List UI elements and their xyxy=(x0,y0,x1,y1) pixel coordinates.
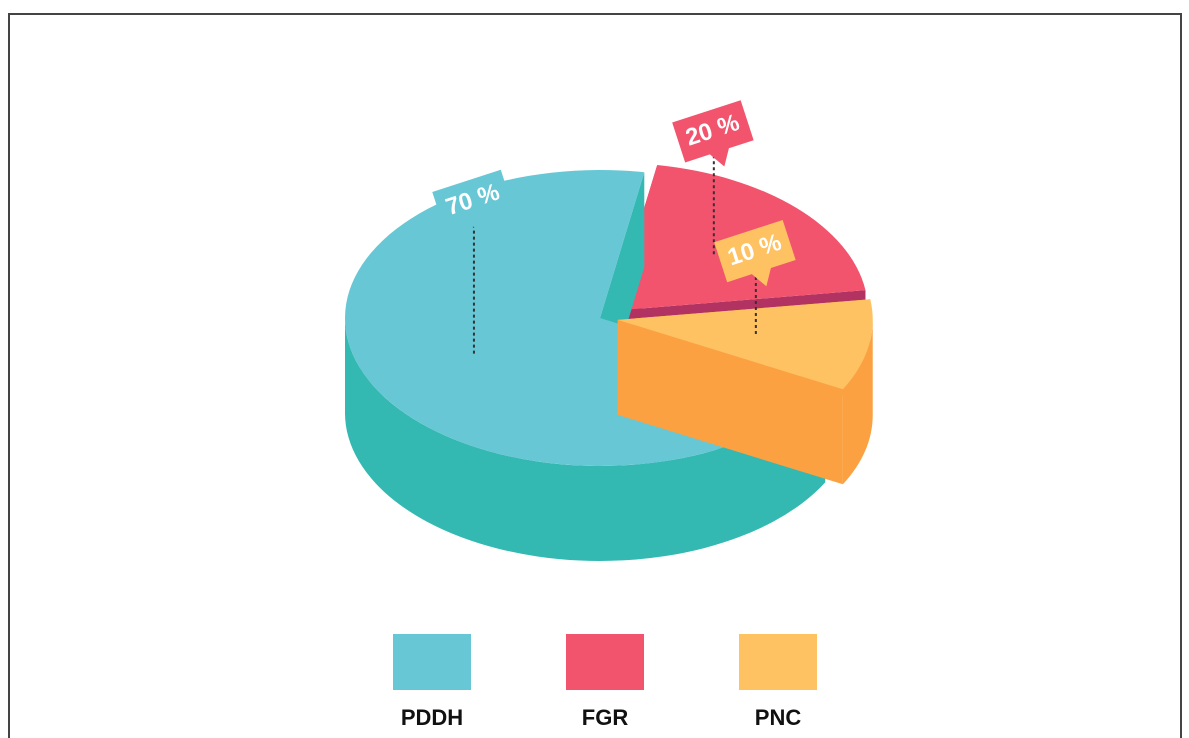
value-tag-shape xyxy=(714,219,796,287)
slice-side xyxy=(842,319,873,485)
legend-swatch xyxy=(393,634,471,690)
value-tag: 20 % xyxy=(672,100,754,167)
legend-label: FGR xyxy=(582,705,629,730)
slice-group: 10 % xyxy=(617,219,873,485)
slice-inner-wall xyxy=(617,319,843,485)
slice-side xyxy=(345,318,826,561)
value-tag: 10 % xyxy=(714,219,796,287)
legend-label: PDDH xyxy=(401,705,463,730)
value-tag-shape xyxy=(432,169,514,237)
legend-swatch xyxy=(566,634,644,690)
slice xyxy=(617,299,873,390)
value-tag: 70 % xyxy=(432,169,514,237)
value-tag-shape xyxy=(672,100,754,167)
legend-label: PNC xyxy=(755,705,802,730)
legend-swatch xyxy=(739,634,817,690)
